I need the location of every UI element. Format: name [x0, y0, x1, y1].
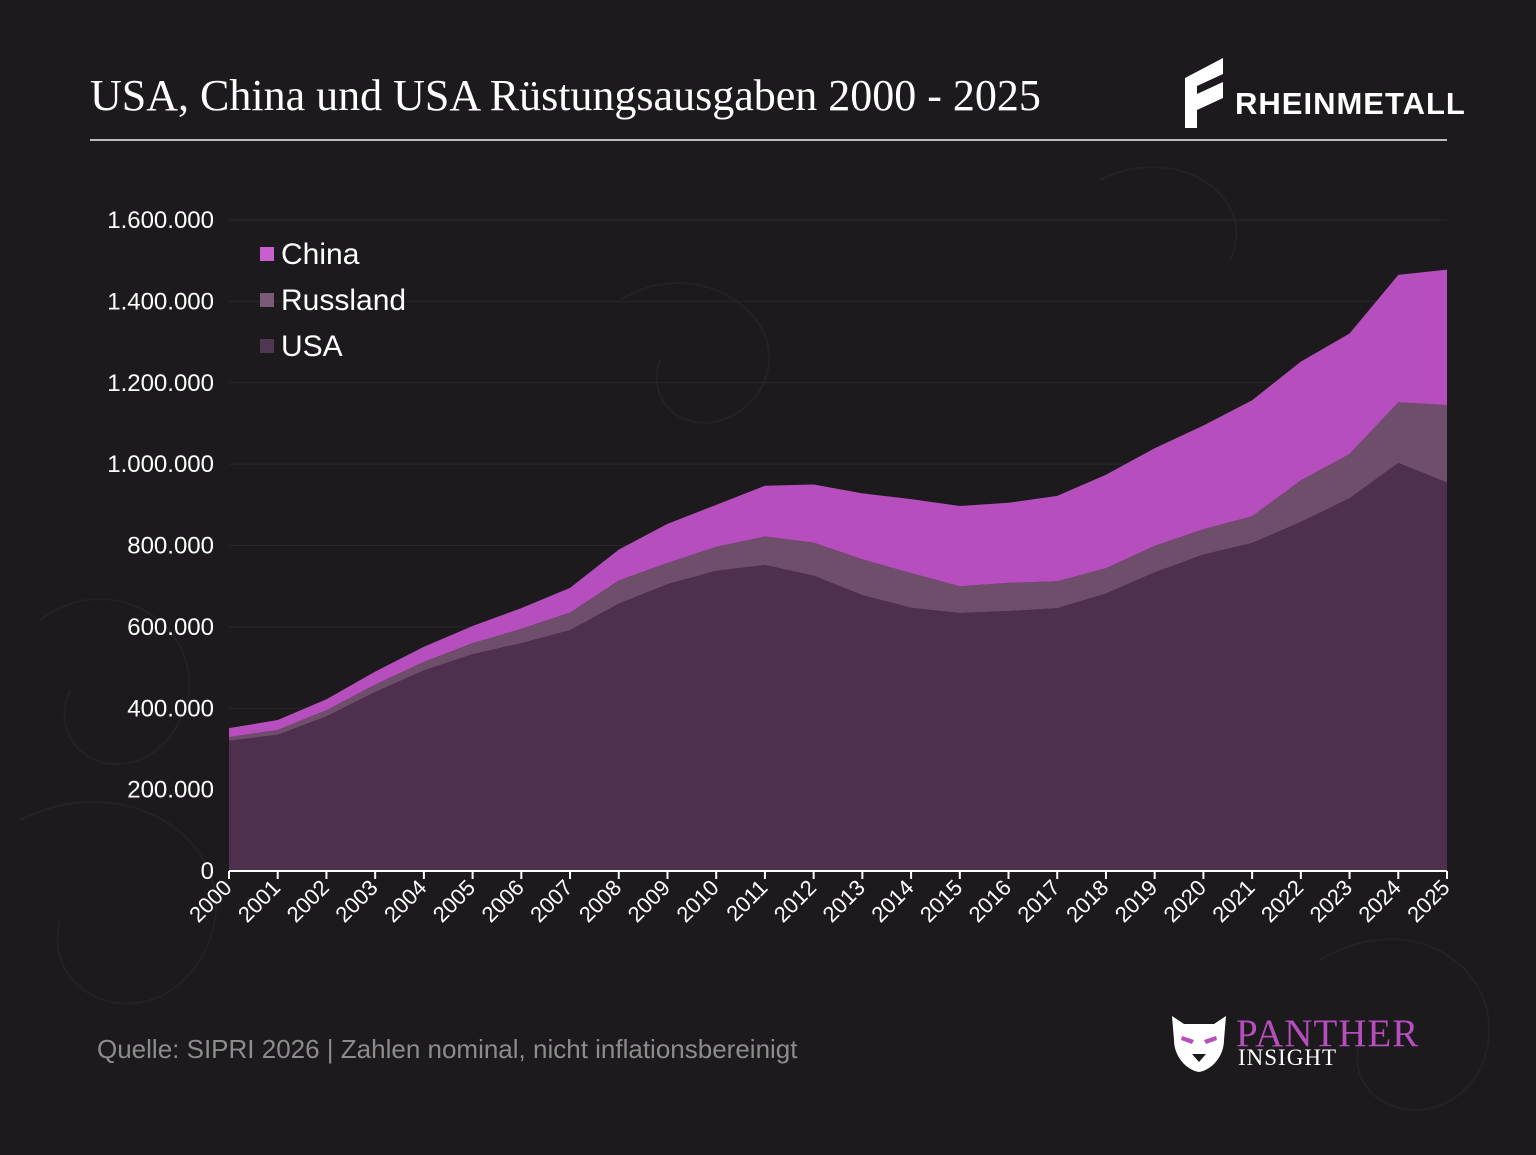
- y-tick-label: 200.000: [127, 777, 214, 804]
- y-tick-label: 400.000: [127, 695, 214, 722]
- x-tick-label: 2020: [1159, 875, 1211, 927]
- y-tick-label: 1.400.000: [107, 288, 214, 315]
- x-tick-label: 2025: [1402, 875, 1454, 927]
- legend-label-usa: USA: [281, 330, 343, 363]
- legend-swatch-china: [260, 247, 274, 261]
- x-tick-label: 2003: [330, 875, 382, 927]
- x-tick-label: 2007: [525, 875, 577, 927]
- brand-wordmark: RHEINMETALL: [1235, 86, 1466, 121]
- chart-title: USA, China und USA Rüstungsausgaben 2000…: [90, 71, 1041, 120]
- panther-insight-logo: PANTHER INSIGHT: [1168, 1010, 1458, 1082]
- area-china: [229, 269, 1447, 738]
- x-tick-label: 2001: [233, 875, 285, 927]
- y-tick-label: 800.000: [127, 533, 214, 560]
- legend-label-china: China: [281, 238, 360, 271]
- x-tick-label: 2022: [1256, 875, 1308, 927]
- source-note: Quelle: SIPRI 2026 | Zahlen nominal, nic…: [97, 1034, 798, 1064]
- x-tick-label: 2005: [428, 875, 480, 927]
- x-tick-label: 2009: [623, 875, 675, 927]
- x-tick-label: 2019: [1110, 875, 1162, 927]
- x-tick-label: 2011: [721, 875, 772, 926]
- y-tick-label: 600.000: [127, 614, 214, 641]
- insight-wordmark: INSIGHT: [1238, 1045, 1337, 1070]
- rheinmetall-mark-icon: [1185, 58, 1223, 128]
- x-tick-label: 2016: [964, 875, 1016, 927]
- legend-swatch-usa: [260, 339, 274, 353]
- x-tick-label: 2010: [671, 875, 723, 927]
- x-tick-label: 2023: [1305, 875, 1357, 927]
- legend-swatch-russland: [260, 293, 274, 307]
- panther-head-icon: [1172, 1016, 1226, 1072]
- x-tick-label: 2021: [1207, 875, 1259, 927]
- x-tick-label: 2017: [1012, 875, 1064, 927]
- rheinmetall-logo: RHEINMETALL: [1183, 56, 1465, 132]
- x-tick-label: 2024: [1354, 875, 1406, 927]
- y-tick-label: 1.200.000: [107, 370, 214, 397]
- x-tick-label: 2004: [379, 875, 431, 927]
- area-russland: [229, 402, 1447, 741]
- x-tick-label: 2012: [769, 875, 821, 927]
- panther-wordmark: PANTHER: [1236, 1012, 1420, 1055]
- x-tick-label: 2018: [1061, 875, 1113, 927]
- x-tick-label: 2008: [574, 875, 626, 927]
- title-divider: [90, 139, 1447, 141]
- x-tick-label: 2002: [282, 875, 334, 927]
- y-tick-label: 0: [201, 858, 214, 885]
- area-usa: [229, 462, 1447, 871]
- x-tick-label: 2006: [477, 875, 529, 927]
- x-tick-label: 2014: [866, 875, 918, 927]
- x-tick-label: 2000: [184, 875, 236, 927]
- x-tick-label: 2015: [915, 875, 967, 927]
- x-tick-label: 2013: [818, 875, 870, 927]
- y-tick-label: 1.000.000: [107, 451, 214, 478]
- legend-label-russland: Russland: [281, 284, 406, 317]
- y-tick-label: 1.600.000: [107, 207, 214, 234]
- stacked-area-chart: 0 200.000 400.000 600.000 800.000 1.000.000 1.…: [107, 207, 1454, 927]
